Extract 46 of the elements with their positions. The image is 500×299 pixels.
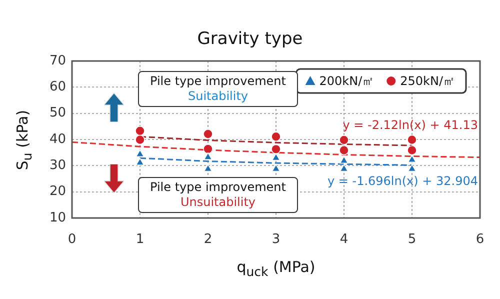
y-tick-label: 30 bbox=[49, 158, 66, 174]
x-tick-label: 0 bbox=[68, 232, 76, 248]
point bbox=[340, 156, 348, 164]
x-tick-label: 4 bbox=[340, 232, 348, 248]
text-box: Pile type improvement Unsuitability bbox=[138, 177, 298, 213]
point bbox=[339, 135, 349, 145]
x-tick-label: 2 bbox=[204, 232, 212, 248]
legend-label: 200kN/㎡ bbox=[319, 74, 374, 88]
point bbox=[271, 144, 281, 154]
annotation: Pile type improvement bbox=[149, 74, 287, 89]
y-tick-label: 60 bbox=[49, 80, 66, 95]
x-tick-label: 5 bbox=[408, 232, 416, 248]
point bbox=[204, 152, 212, 160]
x-tick-label: 6 bbox=[476, 232, 484, 248]
point bbox=[408, 155, 416, 163]
point bbox=[272, 153, 280, 161]
annotation: y = -2.12ln(x) + 41.13 bbox=[342, 118, 478, 132]
annotation: Pile type improvement bbox=[149, 180, 287, 195]
legend-label: 250kN/㎡ bbox=[400, 74, 455, 88]
y-tick-label: 10 bbox=[49, 210, 66, 226]
point bbox=[339, 145, 349, 156]
point bbox=[272, 164, 280, 172]
point bbox=[136, 150, 144, 158]
annotation: y = -1.696ln(x) + 32.904 bbox=[327, 174, 478, 188]
point bbox=[204, 164, 212, 172]
point bbox=[407, 134, 417, 145]
x-tick-label: 3 bbox=[272, 232, 280, 248]
y-tick-label: 50 bbox=[49, 106, 66, 121]
point bbox=[408, 164, 416, 172]
chart-title: Gravity type bbox=[196, 29, 304, 49]
point bbox=[136, 158, 144, 166]
annotation: Suitability bbox=[186, 89, 250, 104]
point bbox=[203, 144, 213, 154]
text-box: Pile type improvement Suitability bbox=[138, 71, 298, 107]
y-tick-label: 40 bbox=[49, 132, 66, 147]
y-tick-label: 20 bbox=[49, 184, 66, 200]
y-tick-label: 70 bbox=[49, 53, 66, 68]
point bbox=[135, 126, 145, 136]
point bbox=[340, 164, 348, 172]
x-tick-label: 1 bbox=[136, 232, 144, 248]
point bbox=[271, 132, 281, 142]
x-axis-title: q$_{uck}$ (MPa) bbox=[236, 258, 316, 279]
point bbox=[203, 129, 213, 139]
point bbox=[407, 145, 417, 156]
point bbox=[135, 134, 145, 145]
annotation: Unsuitability bbox=[179, 195, 257, 210]
